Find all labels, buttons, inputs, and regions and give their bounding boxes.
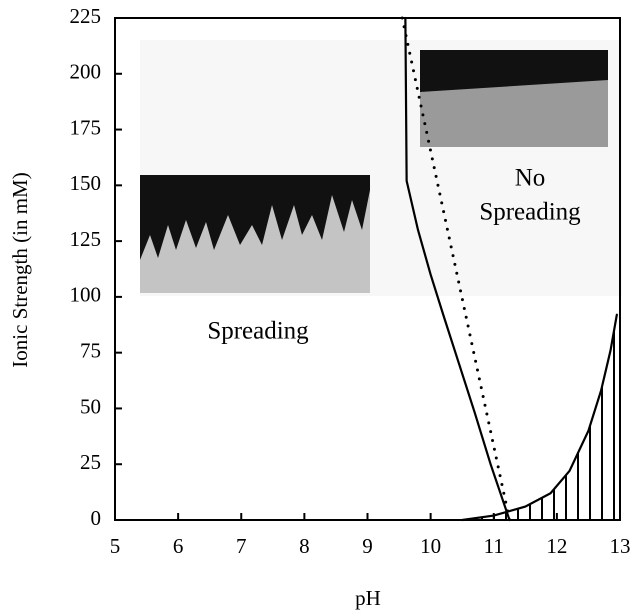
y-tick-label: 75 <box>80 338 101 362</box>
y-tick-label: 150 <box>70 171 102 195</box>
y-tick-label: 200 <box>70 60 102 84</box>
y-tick-label: 25 <box>80 450 101 474</box>
annotation: Spreading <box>207 318 309 345</box>
annotation: No <box>515 165 546 192</box>
inset-no-spreading <box>420 50 608 147</box>
inset-spreading <box>140 175 370 293</box>
x-tick-label: 11 <box>484 534 504 558</box>
x-axis-label: pH <box>355 586 381 610</box>
x-tick-label: 10 <box>420 534 441 558</box>
y-tick-label: 125 <box>70 227 102 251</box>
y-tick-label: 100 <box>70 283 102 307</box>
y-tick-label: 225 <box>70 4 102 28</box>
y-axis-label: Ionic Strength (in mM) <box>8 172 32 367</box>
boundary-line <box>461 313 618 522</box>
x-tick-label: 6 <box>173 534 184 558</box>
y-tick-label: 50 <box>80 394 101 418</box>
boundary-line <box>404 16 511 522</box>
x-tick-label: 12 <box>546 534 567 558</box>
x-tick-label: 9 <box>362 534 373 558</box>
y-tick-label: 175 <box>70 115 102 139</box>
y-tick-label: 0 <box>91 506 102 530</box>
x-tick-label: 7 <box>236 534 247 558</box>
x-tick-label: 8 <box>299 534 310 558</box>
x-tick-label: 5 <box>110 534 121 558</box>
x-tick-label: 13 <box>610 534 631 558</box>
hatched-area <box>462 314 617 520</box>
annotation: Spreading <box>479 199 581 226</box>
